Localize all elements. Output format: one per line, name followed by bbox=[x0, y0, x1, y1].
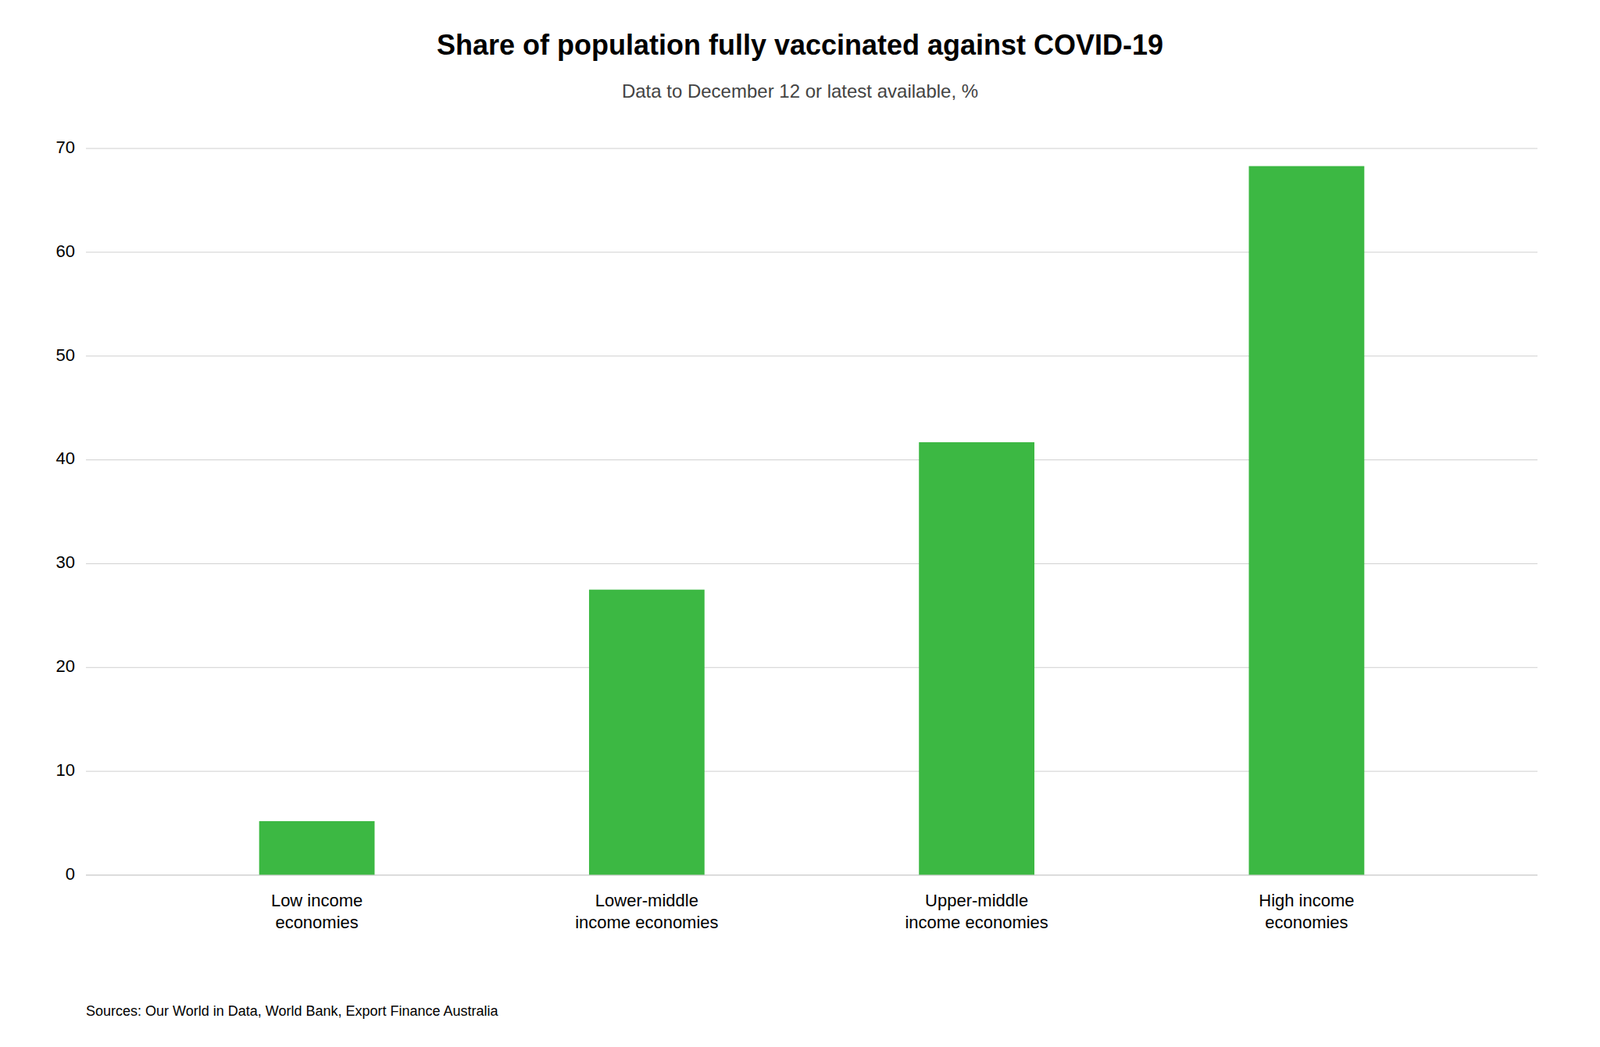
grid-line bbox=[85, 148, 1538, 150]
y-tick-label: 60 bbox=[56, 241, 75, 261]
bar bbox=[589, 589, 705, 875]
bar bbox=[1249, 166, 1365, 875]
x-tick-label: Low incomeeconomies bbox=[271, 890, 363, 933]
chart-svg: Share of population fully vaccinated aga… bbox=[0, 0, 1600, 1047]
grid bbox=[85, 148, 1538, 875]
y-tick-label: 40 bbox=[56, 448, 75, 468]
bars bbox=[259, 166, 1365, 875]
x-tick-label: High incomeeconomies bbox=[1258, 890, 1354, 933]
y-tick-label: 70 bbox=[56, 137, 75, 158]
source: Sources: Our World in Data, World Bank, … bbox=[85, 1003, 500, 1019]
subtitle: Data to December 12 or latest available,… bbox=[621, 80, 979, 102]
y-tick-label: 10 bbox=[56, 760, 75, 780]
chart-container: Share of population fully vaccinated aga… bbox=[0, 0, 1600, 1047]
y-tick-label: 50 bbox=[56, 345, 75, 365]
background bbox=[0, 0, 1600, 1047]
y-tick-label: 20 bbox=[56, 656, 75, 676]
x-tick-label: Upper-middleincome economies bbox=[904, 890, 1048, 933]
bar bbox=[259, 821, 375, 875]
title: Share of population fully vaccinated aga… bbox=[436, 28, 1164, 61]
y-tick-label: 0 bbox=[65, 864, 75, 884]
bar bbox=[918, 442, 1035, 875]
y-tick-label: 30 bbox=[56, 552, 75, 572]
x-axis-line bbox=[85, 875, 1538, 876]
x-tick-label: Lower-middleincome economies bbox=[575, 890, 718, 933]
grid-line bbox=[85, 875, 1538, 876]
